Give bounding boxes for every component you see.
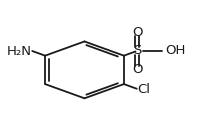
- Text: Cl: Cl: [138, 83, 151, 96]
- Text: O: O: [132, 63, 142, 76]
- Text: S: S: [133, 44, 141, 57]
- Text: H₂N: H₂N: [6, 44, 31, 58]
- Text: O: O: [132, 26, 142, 39]
- Text: OH: OH: [165, 44, 185, 57]
